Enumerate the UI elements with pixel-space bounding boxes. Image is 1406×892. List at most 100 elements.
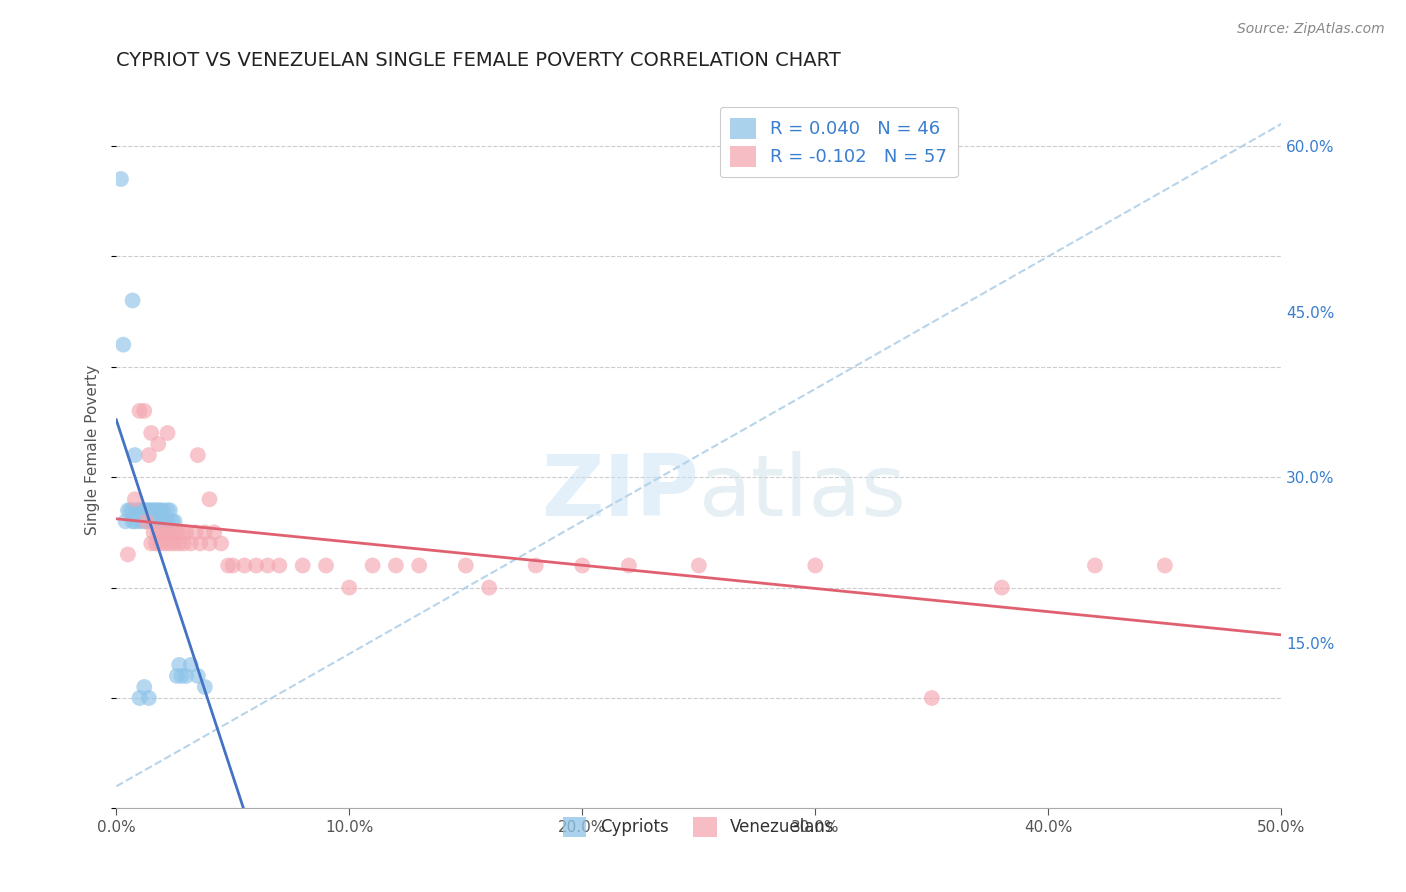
Point <box>233 558 256 573</box>
Point <box>198 492 221 507</box>
Point <box>156 525 179 540</box>
Point <box>187 448 209 462</box>
Point <box>1084 558 1107 573</box>
Point <box>131 503 153 517</box>
Point <box>385 558 408 573</box>
Point <box>149 503 172 517</box>
Point <box>921 691 943 706</box>
Point <box>361 558 384 573</box>
Point <box>159 536 181 550</box>
Point <box>256 558 278 573</box>
Point <box>160 514 183 528</box>
Point <box>152 503 174 517</box>
Legend: Cypriots, Venezuelans: Cypriots, Venezuelans <box>557 811 841 843</box>
Point <box>117 548 139 562</box>
Point <box>134 404 156 418</box>
Point <box>337 581 360 595</box>
Point <box>155 536 177 550</box>
Point <box>524 558 547 573</box>
Point <box>110 172 132 186</box>
Point <box>990 581 1012 595</box>
Point <box>114 514 136 528</box>
Point <box>141 503 163 517</box>
Point <box>222 558 245 573</box>
Point <box>156 425 179 440</box>
Point <box>135 503 157 517</box>
Point <box>408 558 430 573</box>
Point <box>135 514 157 528</box>
Point <box>209 536 232 550</box>
Point <box>128 691 150 706</box>
Point <box>120 503 142 517</box>
Point <box>145 503 167 517</box>
Point <box>141 536 163 550</box>
Point <box>142 503 165 517</box>
Point <box>163 514 186 528</box>
Point <box>180 657 202 672</box>
Point <box>121 514 143 528</box>
Point <box>134 680 156 694</box>
Point <box>148 514 170 528</box>
Point <box>688 558 710 573</box>
Point <box>188 536 211 550</box>
Point <box>194 525 217 540</box>
Point <box>160 525 183 540</box>
Point <box>128 404 150 418</box>
Point <box>124 492 146 507</box>
Point <box>142 525 165 540</box>
Point <box>128 514 150 528</box>
Point <box>1154 558 1177 573</box>
Point <box>124 448 146 462</box>
Point <box>170 669 193 683</box>
Point <box>117 503 139 517</box>
Text: CYPRIOT VS VENEZUELAN SINGLE FEMALE POVERTY CORRELATION CHART: CYPRIOT VS VENEZUELAN SINGLE FEMALE POVE… <box>117 51 841 70</box>
Point <box>167 536 190 550</box>
Point <box>173 536 195 550</box>
Point <box>112 337 135 351</box>
Point <box>148 525 170 540</box>
Point <box>134 503 156 517</box>
Point <box>804 558 827 573</box>
Y-axis label: Single Female Poverty: Single Female Poverty <box>86 365 100 534</box>
Text: ZIP: ZIP <box>541 451 699 534</box>
Point <box>187 669 209 683</box>
Point <box>127 503 149 517</box>
Point <box>145 514 167 528</box>
Text: Source: ZipAtlas.com: Source: ZipAtlas.com <box>1237 22 1385 37</box>
Point <box>141 514 163 528</box>
Point <box>121 503 143 517</box>
Point <box>148 503 170 517</box>
Point <box>184 525 207 540</box>
Text: atlas: atlas <box>699 451 907 534</box>
Point <box>149 536 172 550</box>
Point <box>156 514 179 528</box>
Point <box>152 525 174 540</box>
Point <box>174 669 197 683</box>
Point <box>180 536 202 550</box>
Point <box>138 691 160 706</box>
Point <box>291 558 314 573</box>
Point <box>155 514 177 528</box>
Point <box>134 514 156 528</box>
Point <box>149 514 172 528</box>
Point <box>159 503 181 517</box>
Point <box>202 525 225 540</box>
Point <box>174 525 197 540</box>
Point <box>145 536 167 550</box>
Point <box>166 525 188 540</box>
Point <box>148 437 170 451</box>
Point <box>217 558 239 573</box>
Point <box>163 536 186 550</box>
Point <box>194 680 217 694</box>
Point <box>170 525 193 540</box>
Point <box>128 503 150 517</box>
Point <box>617 558 640 573</box>
Point <box>138 448 160 462</box>
Point <box>269 558 291 573</box>
Point <box>166 669 188 683</box>
Point <box>167 657 190 672</box>
Point <box>478 581 501 595</box>
Point <box>454 558 477 573</box>
Point <box>315 558 337 573</box>
Point <box>142 514 165 528</box>
